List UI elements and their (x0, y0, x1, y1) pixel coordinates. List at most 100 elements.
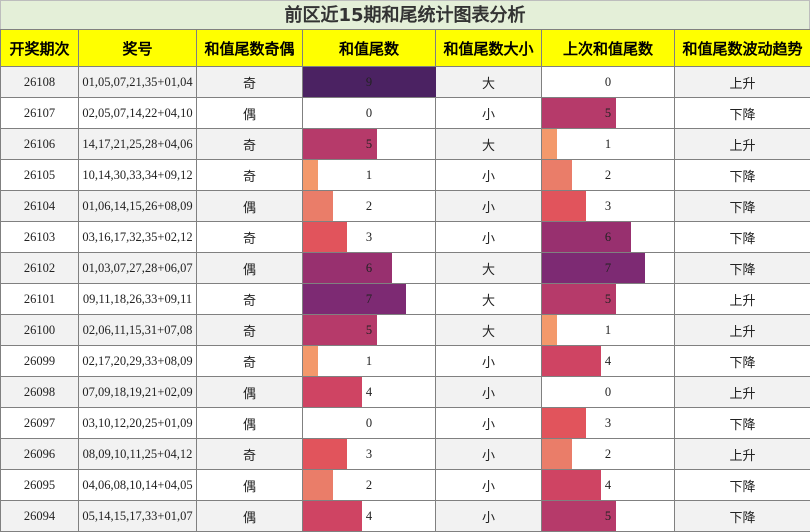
table-row: 26095 04,06,08,10,14+04,05 偶 2 小 4 下降 (0, 469, 810, 501)
tail-cell-value: 5 (365, 136, 373, 151)
issue-cell: 26097 (0, 407, 79, 439)
tail-cell: 9 (302, 66, 436, 98)
numbers-cell: 01,05,07,21,35+01,04 (78, 66, 197, 98)
prev-tail-cell: 4 (541, 345, 675, 377)
numbers-cell: 03,10,12,20,25+01,09 (78, 407, 197, 439)
numbers-cell: 05,14,15,17,33+01,07 (78, 500, 197, 532)
table-title: 前区近15期和尾统计图表分析 (0, 0, 810, 29)
size-cell: 小 (435, 407, 542, 439)
trend-cell: 下降 (674, 221, 810, 253)
numbers-cell: 02,17,20,29,33+08,09 (78, 345, 197, 377)
prev-tail-cell-value: 0 (604, 74, 612, 89)
prev-tail-cell-bar (542, 160, 572, 190)
trend-cell: 下降 (674, 190, 810, 222)
tail-cell: 1 (302, 159, 436, 191)
table-row: 26107 02,05,07,14,22+04,10 偶 0 小 5 下降 (0, 97, 810, 129)
size-cell: 小 (435, 500, 542, 532)
prev-tail-cell-value: 4 (604, 477, 612, 492)
parity-cell: 偶 (196, 190, 303, 222)
trend-cell: 上升 (674, 128, 810, 160)
trend-cell: 下降 (674, 97, 810, 129)
issue-cell: 26095 (0, 469, 79, 501)
prev-tail-cell: 4 (541, 469, 675, 501)
size-cell: 小 (435, 376, 542, 408)
issue-cell: 26104 (0, 190, 79, 222)
tail-cell-bar (303, 67, 436, 97)
trend-cell: 下降 (674, 159, 810, 191)
size-cell: 小 (435, 97, 542, 129)
table-row: 26106 14,17,21,25,28+04,06 奇 5 大 1 上升 (0, 128, 810, 160)
prev-tail-cell-bar (542, 439, 572, 469)
issue-cell: 26099 (0, 345, 79, 377)
numbers-cell: 02,05,07,14,22+04,10 (78, 97, 197, 129)
parity-cell: 偶 (196, 469, 303, 501)
header-parity: 和值尾数奇偶 (196, 29, 303, 67)
stats-table: 开奖期次 奖号 和值尾数奇偶 和值尾数 和值尾数大小 上次和值尾数 和值尾数波动… (0, 29, 810, 532)
trend-cell: 下降 (674, 500, 810, 532)
prev-tail-cell-value: 2 (604, 446, 612, 461)
trend-cell: 下降 (674, 469, 810, 501)
parity-cell: 奇 (196, 221, 303, 253)
tail-cell-value: 4 (365, 384, 373, 399)
tail-cell-value: 7 (365, 291, 373, 306)
prev-tail-cell-bar (542, 470, 601, 500)
tail-cell: 5 (302, 314, 436, 346)
header-issue: 开奖期次 (0, 29, 79, 67)
issue-cell: 26098 (0, 376, 79, 408)
tail-cell: 1 (302, 345, 436, 377)
tail-cell: 3 (302, 221, 436, 253)
table-row: 26096 08,09,10,11,25+04,12 奇 3 小 2 上升 (0, 438, 810, 470)
tail-cell-bar (303, 501, 362, 531)
table-row: 26102 01,03,07,27,28+06,07 偶 6 大 7 下降 (0, 252, 810, 284)
tail-cell-bar (303, 129, 377, 159)
prev-tail-cell-bar (542, 253, 645, 283)
parity-cell: 偶 (196, 97, 303, 129)
tail-cell-value: 4 (365, 508, 373, 523)
tail-cell-value: 2 (365, 198, 373, 213)
tail-cell-bar (303, 253, 392, 283)
prev-tail-cell-value: 3 (604, 198, 612, 213)
prev-tail-cell-bar (542, 191, 586, 221)
trend-cell: 上升 (674, 438, 810, 470)
table-row: 26094 05,14,15,17,33+01,07 偶 4 小 5 下降 (0, 500, 810, 532)
tail-cell: 2 (302, 469, 436, 501)
tail-cell-bar (303, 346, 318, 376)
issue-cell: 26107 (0, 97, 79, 129)
tail-cell-bar (303, 222, 347, 252)
prev-tail-cell: 0 (541, 66, 675, 98)
parity-cell: 奇 (196, 283, 303, 315)
prev-tail-cell-bar (542, 501, 616, 531)
tail-cell: 3 (302, 438, 436, 470)
numbers-cell: 08,09,10,11,25+04,12 (78, 438, 197, 470)
numbers-cell: 03,16,17,32,35+02,12 (78, 221, 197, 253)
size-cell: 小 (435, 159, 542, 191)
trend-cell: 上升 (674, 314, 810, 346)
prev-tail-cell-bar (542, 284, 616, 314)
table-row: 26098 07,09,18,19,21+02,09 偶 4 小 0 上升 (0, 376, 810, 408)
parity-cell: 偶 (196, 376, 303, 408)
header-tail: 和值尾数 (302, 29, 436, 67)
parity-cell: 奇 (196, 314, 303, 346)
numbers-cell: 10,14,30,33,34+09,12 (78, 159, 197, 191)
table-row: 26101 09,11,18,26,33+09,11 奇 7 大 5 上升 (0, 283, 810, 315)
prev-tail-cell-value: 4 (604, 353, 612, 368)
parity-cell: 奇 (196, 345, 303, 377)
tail-cell-bar (303, 191, 333, 221)
table-row: 26108 01,05,07,21,35+01,04 奇 9 大 0 上升 (0, 66, 810, 98)
prev-tail-cell-value: 3 (604, 415, 612, 430)
size-cell: 小 (435, 345, 542, 377)
header-numbers: 奖号 (78, 29, 197, 67)
tail-cell-value: 1 (365, 167, 373, 182)
prev-tail-cell-value: 2 (604, 167, 612, 182)
prev-tail-cell: 1 (541, 314, 675, 346)
prev-tail-cell-value: 1 (604, 322, 612, 337)
prev-tail-cell: 3 (541, 407, 675, 439)
tail-cell-value: 3 (365, 446, 373, 461)
numbers-cell: 14,17,21,25,28+04,06 (78, 128, 197, 160)
tail-cell-value: 2 (365, 477, 373, 492)
tail-cell-bar (303, 284, 406, 314)
prev-tail-cell: 5 (541, 97, 675, 129)
size-cell: 小 (435, 190, 542, 222)
parity-cell: 奇 (196, 66, 303, 98)
